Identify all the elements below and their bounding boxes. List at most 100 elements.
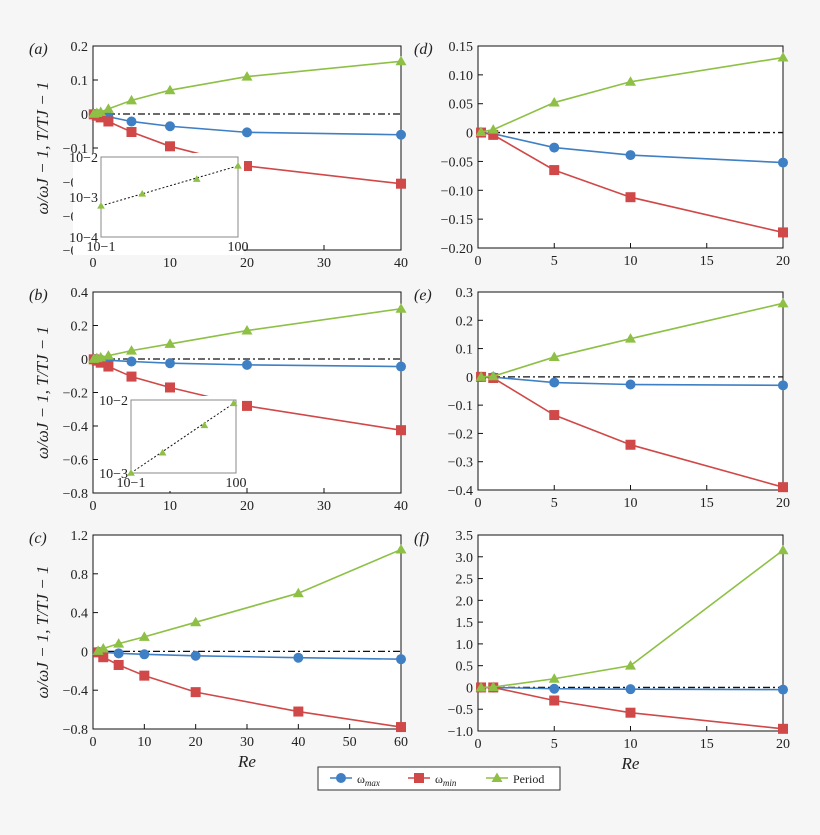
panel-a: 0.20.10−0.1−0.2−0.3−0.4010203040(a)10−21…	[29, 40, 408, 271]
y-tick-label: 0.1	[71, 74, 89, 89]
x-tick-label: 5	[551, 254, 558, 269]
y-tick-label: 0	[466, 681, 473, 696]
y-tick-label: 0	[81, 353, 88, 368]
inset-y-tick-label: 10−3	[69, 191, 98, 206]
triangle-marker	[95, 106, 107, 116]
square-marker	[625, 707, 636, 718]
circle-marker	[126, 356, 137, 367]
square-marker	[165, 141, 175, 152]
legend-subscript: min	[443, 778, 457, 788]
x-tick-label: 10	[624, 496, 638, 511]
triangle-marker	[777, 52, 789, 62]
x-tick-label: 15	[700, 737, 714, 752]
x-tick-label: 60	[394, 735, 408, 750]
y-tick-label: 2.5	[456, 573, 474, 588]
x-tick-label: 20	[776, 737, 790, 752]
x-tick-label: 10	[624, 737, 638, 752]
plot-area	[477, 291, 784, 491]
x-tick-label: 30	[317, 499, 331, 514]
triangle-marker	[92, 645, 104, 655]
triangle-marker	[395, 303, 407, 313]
circle-marker	[242, 359, 252, 370]
triangle-marker	[625, 76, 636, 86]
inset-x-tick-label: 10−1	[87, 240, 116, 255]
triangle-marker	[395, 544, 407, 554]
circle-marker	[778, 157, 788, 168]
square-marker	[778, 482, 788, 493]
triangle-marker	[491, 772, 503, 782]
legend-item-period: Period	[486, 772, 544, 786]
square-marker	[95, 112, 106, 123]
x-tick-label: 20	[240, 256, 254, 271]
y-tick-label: −0.8	[63, 487, 88, 502]
inset-x-tick-label: 100	[228, 240, 249, 255]
y-tick-label: −1.0	[448, 725, 473, 740]
plot-area	[92, 534, 402, 730]
x-tick-label: 0	[475, 737, 482, 752]
panel-label: (f)	[414, 530, 429, 547]
panel-label: (d)	[414, 41, 433, 58]
triangle-marker	[475, 126, 487, 136]
y-tick-label: 1.2	[71, 529, 89, 544]
circle-marker	[113, 648, 124, 659]
inset-y-tick-label: 10−3	[99, 467, 128, 482]
y-tick-label: 0.4	[71, 607, 89, 622]
triangle-marker	[548, 97, 560, 107]
x-tick-label: 30	[317, 256, 331, 271]
y-tick-label: 0.15	[449, 40, 474, 55]
inset-plot: 10−2 10−310−1 100	[99, 394, 247, 491]
square-marker	[625, 439, 636, 450]
circle-marker	[778, 380, 788, 391]
triangle-marker	[126, 345, 137, 355]
x-tick-label: 40	[291, 735, 305, 750]
square-marker	[549, 695, 560, 706]
inset-frame	[130, 399, 237, 474]
triangle-marker	[126, 94, 137, 105]
x-tick-label: 15	[700, 254, 714, 269]
y-tick-label: −0.15	[441, 213, 473, 228]
circle-marker	[190, 650, 201, 661]
circle-marker	[165, 358, 175, 369]
triangle-marker	[229, 399, 238, 407]
triangle-marker	[164, 84, 176, 95]
plot-area	[477, 534, 784, 732]
triangle-marker	[241, 325, 253, 335]
circle-marker	[396, 361, 406, 372]
x-tick-label: 20	[189, 735, 203, 750]
triangle-marker	[113, 638, 125, 648]
x-tick-label: 0	[475, 254, 482, 269]
square-marker	[778, 227, 788, 238]
circle-marker	[336, 773, 346, 783]
x-tick-label: 5	[551, 737, 558, 752]
square-marker	[139, 670, 150, 681]
triangle-marker	[241, 71, 253, 81]
x-tick-label: 0	[475, 496, 482, 511]
triangle-marker	[127, 469, 135, 476]
y-tick-label: 0.05	[449, 98, 474, 113]
circle-marker	[396, 654, 406, 665]
y-tick-label: 0	[466, 371, 473, 386]
y-tick-label: 0.1	[456, 343, 474, 358]
triangle-marker	[292, 587, 304, 598]
triangle-marker	[487, 681, 499, 692]
y-tick-label: −0.4	[448, 484, 473, 499]
circle-marker	[549, 377, 560, 388]
x-tick-label: 0	[90, 256, 97, 271]
y-tick-label: 2.0	[456, 594, 474, 609]
y-tick-label: 0.2	[456, 314, 474, 329]
triangle-marker	[138, 631, 150, 641]
square-marker	[98, 652, 109, 663]
triangle-marker	[200, 421, 209, 429]
square-marker	[126, 371, 137, 382]
triangle-marker	[97, 202, 105, 209]
circle-marker	[396, 129, 406, 140]
x-tick-label: 10	[163, 499, 177, 514]
x-tick-label: 50	[343, 735, 357, 750]
x-tick-label: 10	[137, 735, 151, 750]
y-tick-label: 0.5	[456, 660, 474, 675]
y-tick-label: 1.5	[456, 616, 474, 631]
panel-label: (c)	[29, 530, 47, 547]
triangle-marker	[487, 370, 499, 381]
